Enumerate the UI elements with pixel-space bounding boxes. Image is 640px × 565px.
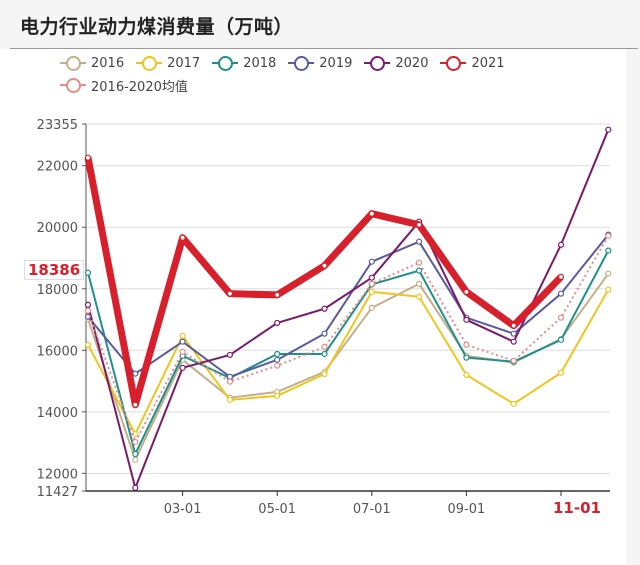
legend-marker-icon (364, 56, 391, 71)
legend-item[interactable]: 2020 (364, 52, 428, 74)
y-tick-label: 22000 (37, 160, 78, 175)
legend-item[interactable]: 2016-2020均值 (60, 74, 188, 96)
legend-label: 2016-2020均值 (91, 79, 188, 95)
legend-marker-icon (440, 56, 467, 71)
series-line (87, 250, 610, 455)
chart-header: 电力行业动力煤消费量（万吨） (0, 0, 640, 48)
y-tick-label: 16000 (37, 344, 78, 359)
legend-marker-icon (60, 56, 86, 71)
legend-item[interactable]: 2021 (440, 52, 505, 74)
legend-item[interactable]: 2019 (288, 52, 352, 74)
legend-label: 2016 (91, 55, 125, 71)
y-tick-label: 20000 (37, 221, 78, 236)
y-tick-label: 14000 (37, 406, 78, 421)
series-line (87, 129, 610, 489)
legend-item[interactable]: 2018 (212, 52, 276, 74)
legend-label: 2018 (243, 55, 277, 71)
series-line (84, 157, 564, 409)
series-line (87, 289, 610, 435)
x-tick-label: 09-01 (448, 502, 486, 517)
x-tick-label: 11-01 (553, 499, 601, 517)
y-tick-label: 18000 (37, 283, 78, 298)
legend-item[interactable]: 2017 (136, 52, 200, 74)
legend-label: 2017 (167, 55, 201, 71)
x-tick-label: 05-01 (258, 502, 296, 517)
legend-item[interactable]: 2016 (60, 52, 124, 74)
legend-marker-icon (212, 56, 239, 71)
x-tick-label: 07-01 (353, 502, 391, 517)
y-tick-label: 23355 (37, 118, 78, 133)
x-tick-label: 03-01 (164, 502, 202, 517)
chart-title: 电力行业动力煤消费量（万吨） (20, 16, 294, 38)
chart-legend: 2016 2017 2018 2019 2020 2021 2016-2020均值 (60, 52, 600, 96)
legend-marker-icon (288, 56, 315, 71)
y-tick-label: 11427 (37, 485, 78, 500)
legend-label: 2019 (319, 55, 353, 71)
legend-label: 2021 (471, 55, 505, 71)
legend-label: 2020 (395, 55, 429, 71)
chart-panel (0, 49, 626, 565)
legend-marker-icon (136, 56, 163, 71)
header-divider (10, 48, 638, 49)
legend-marker-icon (60, 78, 86, 93)
current-value-marker: 18386 (24, 260, 85, 280)
y-tick-label: 12000 (37, 467, 78, 482)
